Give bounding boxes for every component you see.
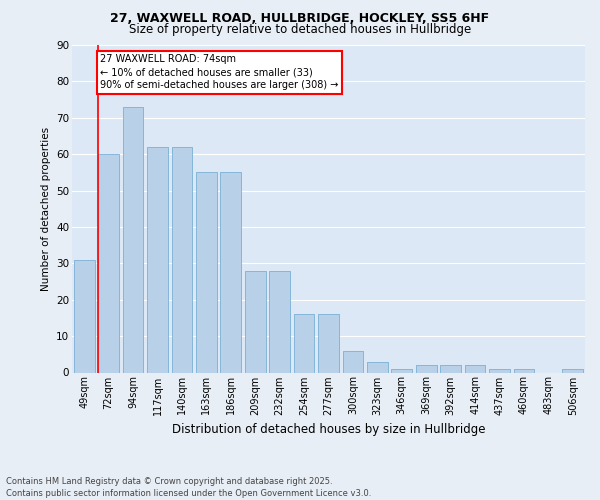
Text: 27, WAXWELL ROAD, HULLBRIDGE, HOCKLEY, SS5 6HF: 27, WAXWELL ROAD, HULLBRIDGE, HOCKLEY, S… (110, 12, 490, 26)
Bar (74, 260, 95, 372)
Bar (122, 107, 143, 372)
Text: Size of property relative to detached houses in Hullbridge: Size of property relative to detached ho… (129, 22, 471, 36)
Bar (293, 314, 314, 372)
Bar (269, 270, 290, 372)
Bar (416, 365, 437, 372)
Bar (343, 350, 364, 372)
Bar (464, 365, 485, 372)
Bar (562, 369, 583, 372)
Text: 27 WAXWELL ROAD: 74sqm
← 10% of detached houses are smaller (33)
90% of semi-det: 27 WAXWELL ROAD: 74sqm ← 10% of detached… (100, 54, 338, 90)
Bar (172, 147, 193, 372)
Text: Contains HM Land Registry data © Crown copyright and database right 2025.
Contai: Contains HM Land Registry data © Crown c… (6, 476, 371, 498)
Bar (196, 172, 217, 372)
Bar (440, 365, 461, 372)
X-axis label: Distribution of detached houses by size in Hullbridge: Distribution of detached houses by size … (172, 423, 485, 436)
Bar (489, 369, 510, 372)
Bar (245, 270, 266, 372)
Bar (367, 362, 388, 372)
Bar (318, 314, 339, 372)
Bar (220, 172, 241, 372)
Bar (98, 154, 119, 372)
Y-axis label: Number of detached properties: Number of detached properties (41, 126, 50, 291)
Bar (514, 369, 535, 372)
Bar (147, 147, 168, 372)
Bar (391, 369, 412, 372)
